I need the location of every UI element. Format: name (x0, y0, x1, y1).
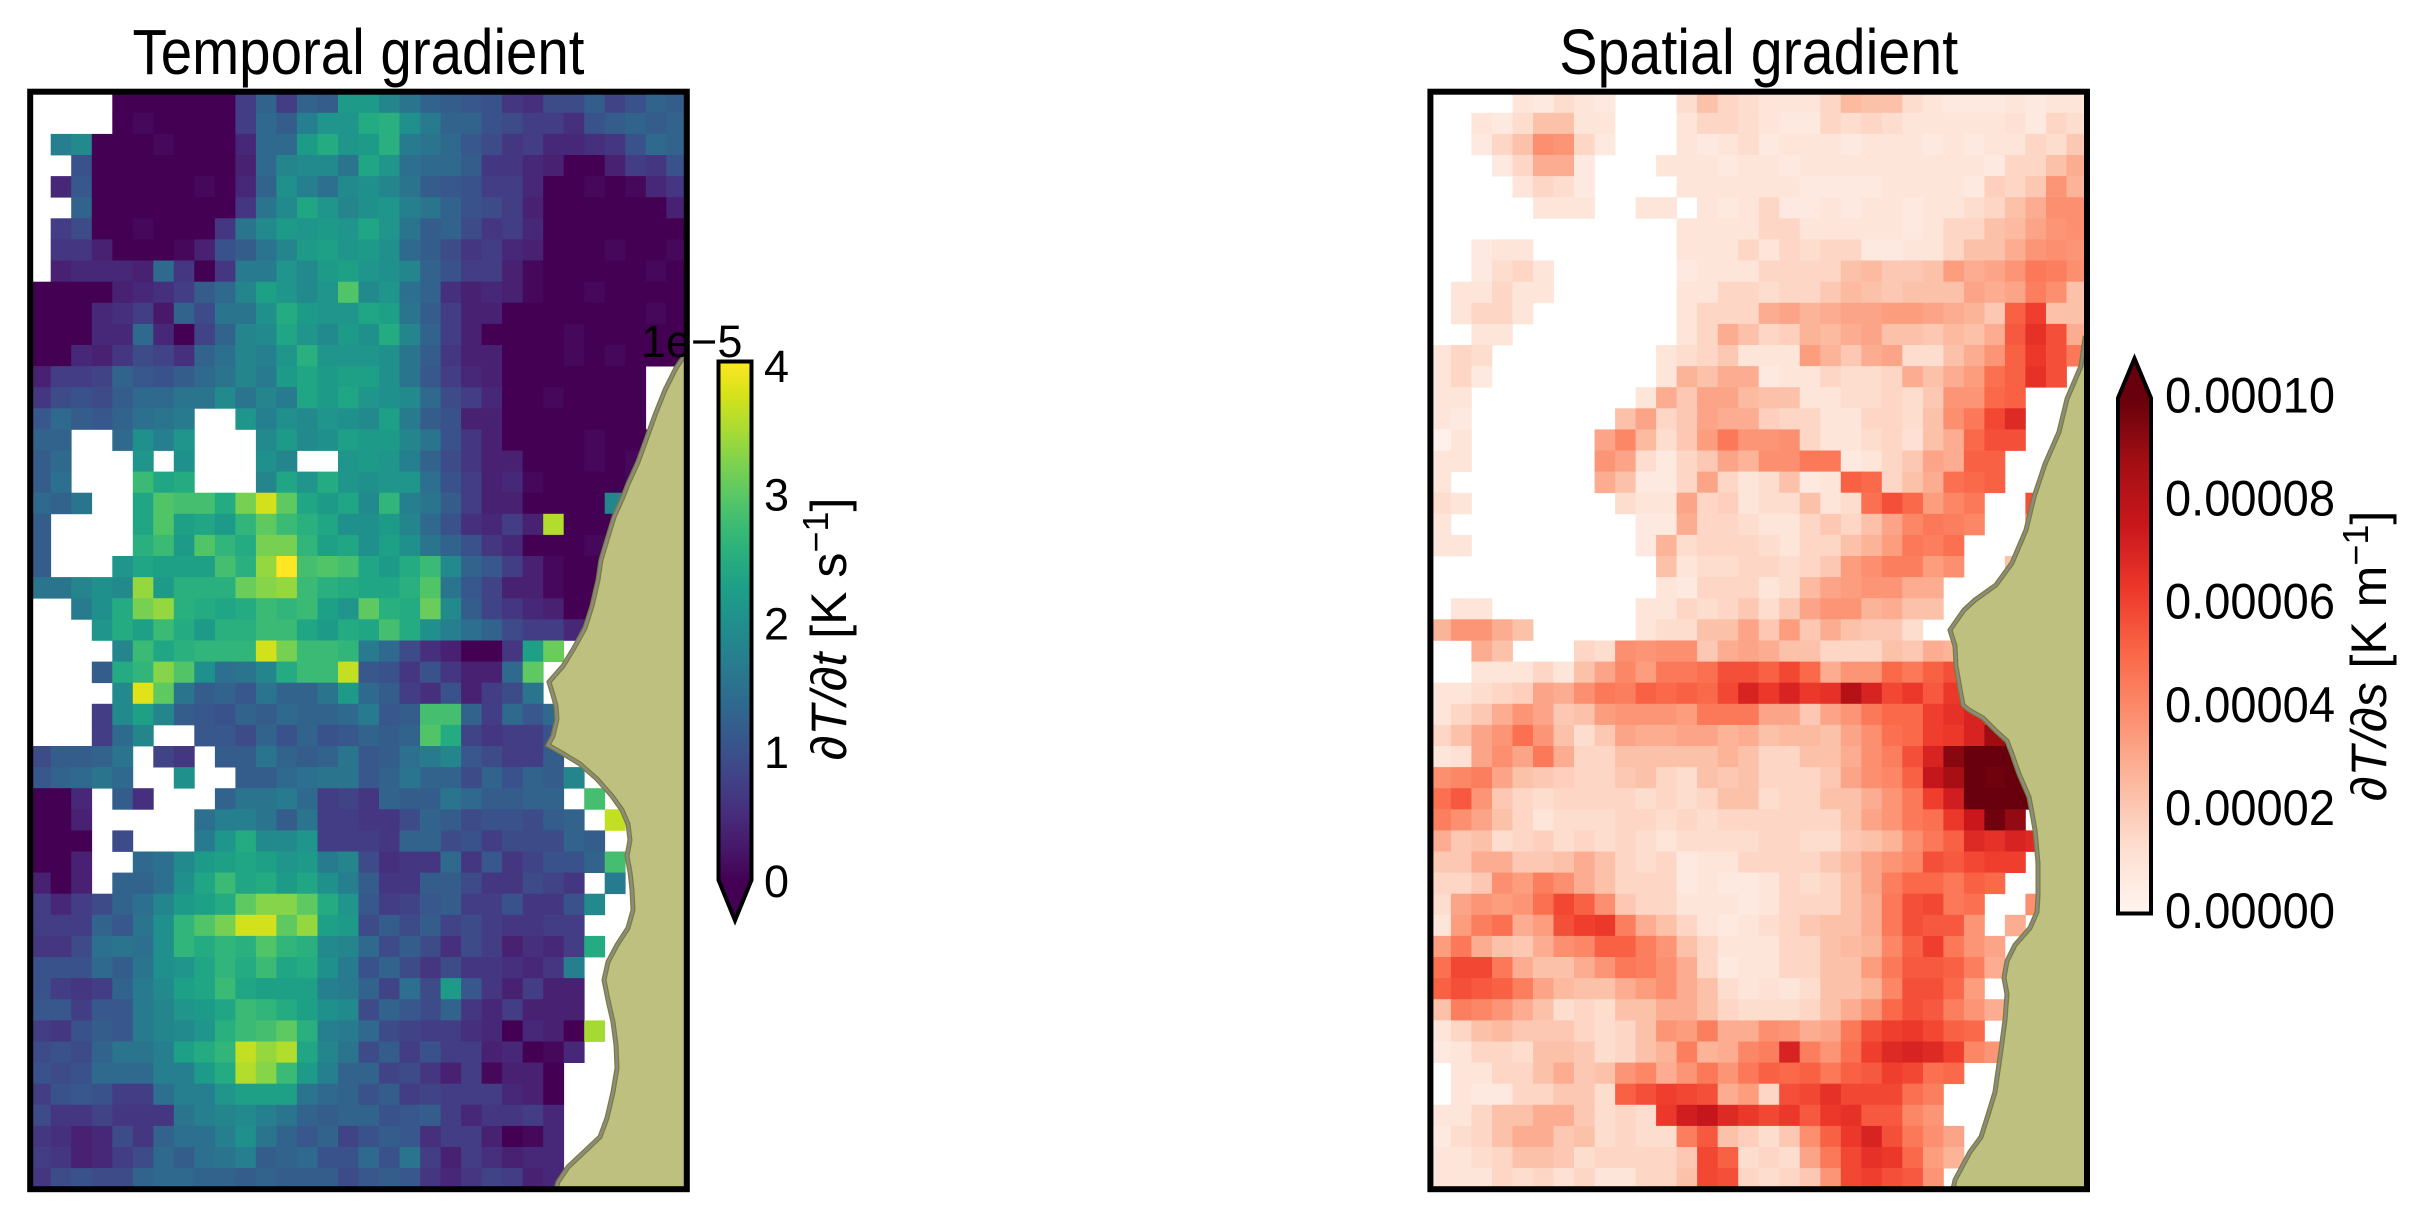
svg-text:0.00004: 0.00004 (2165, 677, 2335, 733)
svg-text:2: 2 (764, 598, 789, 649)
svg-text:Temporal gradient: Temporal gradient (133, 16, 585, 88)
svg-text:0.00008: 0.00008 (2165, 471, 2335, 527)
svg-text:1: 1 (764, 727, 789, 778)
svg-text:0.00010: 0.00010 (2165, 368, 2335, 424)
svg-text:1e−5: 1e−5 (641, 316, 742, 367)
svg-text:0.00002: 0.00002 (2165, 780, 2335, 836)
svg-text:4: 4 (764, 341, 789, 392)
svg-text:0: 0 (764, 856, 789, 907)
svg-text:Spatial gradient: Spatial gradient (1559, 16, 1958, 88)
svg-text:0.00006: 0.00006 (2165, 574, 2335, 630)
svg-text:∂T/∂t [K s−1]: ∂T/∂t [K s−1] (795, 498, 857, 761)
svg-text:∂T/∂s [K m−1]: ∂T/∂s [K m−1] (2335, 511, 2397, 802)
svg-text:0.00000: 0.00000 (2165, 883, 2335, 939)
svg-text:3: 3 (764, 470, 789, 521)
